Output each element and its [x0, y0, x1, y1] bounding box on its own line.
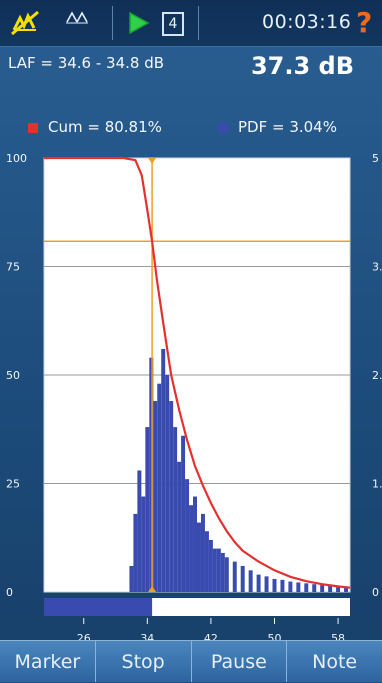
pdf-bar — [141, 496, 146, 592]
pdf-bar — [264, 576, 269, 592]
pdf-bar — [272, 578, 277, 592]
pdf-bar — [189, 505, 194, 592]
pdf-bar — [248, 570, 253, 592]
help-icon[interactable]: ? — [356, 6, 373, 39]
y-right-tick-label: 1.2 — [372, 478, 382, 491]
y-right-tick-label: 0 — [372, 586, 379, 599]
y-left-tick-label: 75 — [6, 261, 20, 274]
play-icon[interactable] — [128, 11, 150, 35]
cum-line — [44, 156, 351, 589]
status-separator — [112, 6, 113, 40]
y-left-tick-label: 100 — [6, 152, 27, 165]
x-tick-label: 42 — [204, 632, 218, 640]
status-separator — [198, 6, 199, 40]
level-icon — [66, 11, 88, 24]
cum-swatch — [28, 122, 38, 133]
pdf-bar — [256, 574, 261, 592]
pdf-bar — [280, 579, 285, 592]
pdf-bar — [161, 348, 166, 592]
level-value-readout: 37.3 dB — [250, 52, 354, 80]
pdf-bar — [193, 496, 197, 592]
pdf-bar — [328, 585, 333, 592]
pdf-bar — [157, 383, 162, 592]
pdf-bar — [200, 513, 205, 592]
pdf-bar — [173, 427, 178, 592]
pdf-bar — [133, 513, 138, 592]
pdf-bar — [208, 539, 213, 592]
y-right-tick-label: 2.5 — [372, 369, 382, 382]
stop-button[interactable]: Stop — [95, 640, 192, 682]
laf-range-readout: LAF = 34.6 - 34.8 dB — [8, 54, 165, 72]
status-bar: 4 00:03:16 ? — [0, 0, 382, 47]
pdf-bar — [240, 565, 245, 592]
range-indicator: 4 — [162, 12, 184, 36]
softkey-bar: Marker Stop Pause Note — [0, 640, 382, 682]
y-left-tick-label: 0 — [6, 586, 13, 599]
y-left-tick-label: 25 — [6, 478, 20, 491]
x-tick-label: 34 — [140, 632, 154, 640]
pdf-bar — [185, 479, 190, 592]
cursor-marker-bottom — [148, 586, 157, 592]
pdf-bar — [137, 470, 142, 592]
pdf-bar — [224, 557, 229, 592]
pdf-bar — [145, 427, 150, 592]
pdf-bar — [232, 561, 237, 592]
pause-button[interactable]: Pause — [191, 640, 288, 682]
y-left-tick-label: 50 — [6, 369, 20, 382]
pdf-bar — [169, 401, 174, 592]
pdf-bar — [296, 582, 301, 592]
pdf-bar — [204, 531, 209, 592]
distribution-chart[interactable]: 100 5 75 3.8 50 2.5 25 1.2 0 0 26 34 42 50 58 — [0, 140, 382, 640]
cursor-marker-top — [148, 158, 157, 164]
x-tick-label: 50 — [267, 632, 281, 640]
legend-cum-label: Cum = 80.81% — [48, 118, 162, 136]
note-button[interactable]: Note — [287, 640, 382, 682]
pdf-bar — [177, 461, 182, 592]
y-right-tick-label: 3.8 — [372, 261, 382, 274]
pdf-bar — [320, 585, 325, 592]
pdf-bar — [149, 357, 154, 592]
pdf-swatch — [218, 122, 228, 133]
pdf-bar — [220, 552, 225, 592]
pdf-bar — [212, 548, 217, 592]
pdf-bar — [153, 401, 158, 592]
y-right-tick-label: 5 — [372, 152, 379, 165]
pdf-bar — [288, 581, 293, 592]
pdf-bar — [344, 587, 349, 592]
no-gps-icon[interactable] — [10, 10, 40, 36]
marker-button[interactable]: Marker — [0, 640, 96, 682]
pdf-bar — [312, 584, 317, 592]
x-tick-label: 58 — [331, 632, 345, 640]
pdf-bar — [197, 522, 201, 592]
x-tick-label: 26 — [77, 632, 91, 640]
pdf-bar — [336, 586, 341, 592]
pdf-bar — [129, 565, 134, 592]
pdf-bar — [181, 435, 186, 592]
pdf-bar — [216, 548, 221, 592]
pdf-bar — [165, 375, 170, 592]
pdf-bar — [304, 583, 309, 592]
legend-pdf: PDF = 3.04% — [218, 118, 337, 136]
legend-pdf-label: PDF = 3.04% — [238, 118, 337, 136]
x-axis-selection — [44, 598, 153, 616]
elapsed-time: 00:03:16 — [262, 11, 352, 33]
legend-cum: Cum = 80.81% — [28, 118, 162, 136]
